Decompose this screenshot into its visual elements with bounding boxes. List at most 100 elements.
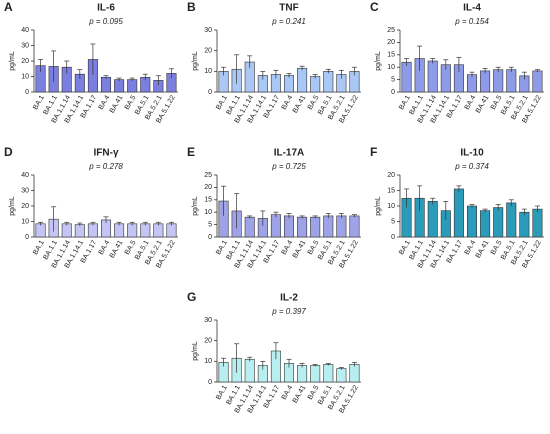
- panel: C IL-4p = 0.154pg/mL0510152025BA.1BA.1.1B…: [370, 0, 544, 125]
- bar: [297, 216, 308, 238]
- panel-letter: B: [187, 0, 196, 14]
- x-tick-label: BA.41: [292, 94, 308, 114]
- y-tick-label: 20: [21, 203, 29, 210]
- y-axis-label: pg/mL: [192, 51, 199, 71]
- y-tick-label: 20: [204, 338, 212, 345]
- bar: [532, 208, 543, 238]
- panel-title: IFN-γ: [94, 148, 119, 159]
- bar: [466, 205, 478, 238]
- bar: [336, 215, 347, 238]
- bar: [401, 61, 412, 93]
- bar: [297, 67, 308, 93]
- y-tick-label: 10: [21, 73, 29, 80]
- panel-title: IL-6: [97, 3, 115, 14]
- panel-title: IL-17A: [274, 148, 305, 159]
- bar: [283, 215, 295, 238]
- p-value: p = 0.397: [271, 307, 306, 316]
- p-value: p = 0.278: [88, 162, 123, 171]
- bar: [310, 216, 321, 238]
- bar: [336, 368, 347, 383]
- y-axis-label: pg/mL: [375, 51, 382, 71]
- y-tick-label: 10: [204, 209, 212, 216]
- bar: [100, 76, 112, 93]
- bar: [427, 201, 438, 238]
- panel: D IFN-γp = 0.278pg/mL010203040BA.1BA.1.1B…: [4, 145, 178, 270]
- bar: [349, 364, 360, 383]
- bar: [493, 207, 504, 238]
- bar: [310, 76, 321, 93]
- panel-letter: A: [4, 0, 13, 14]
- x-tick-label: BA.41: [475, 94, 491, 114]
- y-tick-label: 15: [387, 187, 395, 194]
- y-axis-label: pg/mL: [375, 196, 382, 216]
- bar: [427, 60, 438, 93]
- p-value: p = 0.154: [454, 17, 489, 26]
- y-axis-label: pg/mL: [9, 51, 16, 71]
- y-tick-label: 0: [208, 89, 212, 96]
- panel-letter: E: [187, 145, 195, 159]
- x-tick-label: BA.41: [109, 94, 125, 114]
- y-tick-label: 5: [208, 221, 212, 228]
- x-tick-label: BA.41: [292, 384, 308, 404]
- y-tick-label: 20: [387, 172, 395, 179]
- y-tick-label: 0: [208, 234, 212, 241]
- y-tick-label: 40: [21, 172, 29, 179]
- bar: [506, 202, 517, 238]
- p-value: p = 0.374: [454, 162, 489, 171]
- bar: [480, 70, 491, 93]
- x-tick-label: BA.41: [292, 239, 308, 259]
- panel: F IL-10p = 0.374pg/mL05101520BA.1BA.1.1BA…: [370, 145, 544, 270]
- bar: [532, 70, 543, 93]
- y-axis-label: pg/mL: [192, 341, 199, 361]
- panel-letter: D: [4, 145, 13, 159]
- bar: [493, 69, 504, 93]
- bar: [297, 365, 308, 383]
- panel-letter: C: [370, 0, 379, 14]
- bar: [466, 74, 478, 93]
- y-axis-label: pg/mL: [192, 196, 199, 216]
- y-tick-label: 10: [387, 64, 395, 71]
- y-tick-label: 15: [204, 197, 212, 204]
- y-tick-label: 10: [204, 358, 212, 365]
- y-tick-label: 20: [204, 48, 212, 55]
- y-tick-label: 10: [21, 218, 29, 225]
- x-tick-label: BA.41: [109, 239, 125, 259]
- bar: [61, 223, 72, 238]
- bar: [270, 214, 281, 238]
- bar: [506, 69, 517, 93]
- panel-title: TNF: [279, 3, 298, 14]
- bar: [310, 365, 321, 383]
- bar: [244, 358, 255, 383]
- x-tick-label: BA.41: [475, 239, 491, 259]
- y-tick-label: 0: [391, 234, 395, 241]
- y-tick-label: 15: [387, 52, 395, 59]
- panel: A IL-6p = 0.095pg/mL010203040BA.1BA.1.1BA…: [4, 0, 178, 125]
- bar: [127, 79, 138, 93]
- y-tick-label: 5: [391, 76, 395, 83]
- y-tick-label: 40: [21, 27, 29, 34]
- bar: [323, 71, 334, 93]
- y-tick-label: 25: [387, 27, 395, 34]
- p-value: p = 0.725: [271, 162, 306, 171]
- bar: [114, 223, 125, 238]
- panel-letter: G: [187, 290, 196, 304]
- bar: [323, 364, 334, 383]
- y-tick-label: 10: [387, 203, 395, 210]
- panel-letter: F: [370, 145, 377, 159]
- y-tick-label: 20: [21, 58, 29, 65]
- y-tick-label: 0: [391, 89, 395, 96]
- y-axis-label: pg/mL: [9, 196, 16, 216]
- panel-title: IL-10: [460, 148, 484, 159]
- bar: [166, 223, 177, 238]
- bar: [283, 75, 295, 93]
- y-tick-label: 30: [21, 187, 29, 194]
- bar: [74, 224, 85, 238]
- y-tick-label: 30: [21, 42, 29, 49]
- bar: [323, 215, 334, 238]
- bar: [480, 210, 491, 238]
- bar: [153, 223, 164, 238]
- bar: [453, 188, 464, 238]
